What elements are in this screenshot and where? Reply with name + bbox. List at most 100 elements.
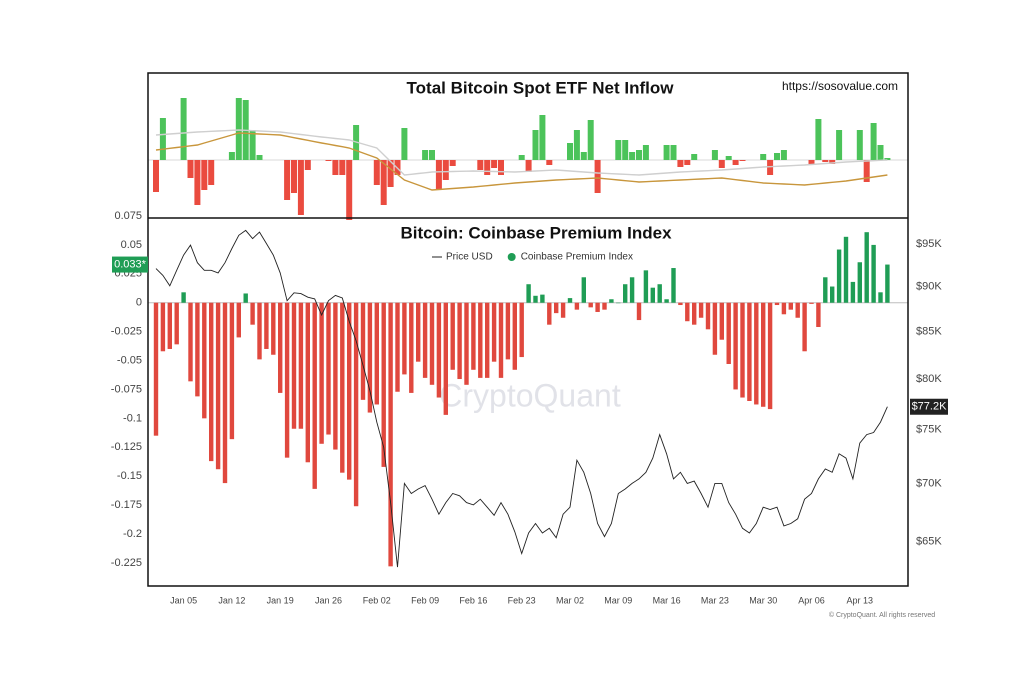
- etf-bar: [373, 160, 380, 185]
- premium-bar: [188, 302, 193, 382]
- etf-bar: [718, 160, 725, 168]
- etf-bar: [532, 130, 539, 160]
- x-tick-label: Mar 23: [701, 595, 729, 605]
- premium-bar: [547, 302, 552, 325]
- premium-bar: [271, 302, 276, 355]
- premium-bar: [519, 302, 524, 358]
- watermark: CryptoQuant: [439, 377, 621, 413]
- premium-bar: [871, 244, 876, 303]
- premium-bar: [719, 302, 724, 340]
- etf-bar: [622, 140, 629, 160]
- average-line: [155, 129, 888, 176]
- premium-bar: [505, 302, 511, 360]
- premium-bar: [781, 302, 787, 315]
- y-tick-label: -0.05: [117, 354, 142, 366]
- etf-bar: [594, 160, 601, 193]
- etf-bar: [518, 155, 525, 160]
- etf-bar: [711, 150, 718, 160]
- etf-bar: [739, 160, 746, 161]
- premium-bar: [291, 302, 297, 429]
- premium-bar: [257, 302, 262, 360]
- premium-bar: [567, 298, 573, 303]
- x-tick-label: Mar 09: [604, 595, 632, 605]
- y-tick-label: -0.125: [111, 441, 142, 453]
- premium-bar: [278, 302, 283, 393]
- etf-bar: [525, 160, 532, 172]
- premium-bar: [498, 302, 504, 378]
- premium-bar: [312, 302, 317, 489]
- premium-bar: [243, 293, 248, 303]
- y-tick-label: 0: [136, 297, 142, 309]
- premium-bar: [671, 268, 676, 303]
- etf-bar: [422, 150, 429, 160]
- etf-bar: [498, 160, 504, 175]
- etf-bar: [822, 160, 829, 162]
- x-tick-label: Apr 06: [798, 595, 825, 605]
- etf-bar: [208, 160, 215, 185]
- etf-bar: [159, 118, 166, 160]
- etf-bar: [180, 98, 187, 160]
- etf-bar: [767, 160, 774, 175]
- premium-bar: [174, 302, 179, 345]
- etf-bar: [491, 160, 498, 168]
- etf-bar: [387, 160, 394, 187]
- premium-bar: [167, 302, 172, 349]
- premium-bar: [554, 302, 559, 314]
- etf-bar: [228, 152, 235, 160]
- premium-bar: [264, 302, 269, 349]
- etf-bar: [677, 160, 684, 167]
- x-tick-label: Feb 09: [411, 595, 439, 605]
- y2-tick-label: $95K: [916, 238, 942, 250]
- etf-bar: [567, 143, 573, 160]
- etf-bar: [663, 145, 670, 160]
- premium-bar: [560, 302, 566, 318]
- etf-bar: [339, 160, 346, 175]
- premium-bar: [664, 299, 669, 303]
- source-url: https://sosovalue.com: [782, 79, 898, 93]
- premium-bar: [767, 302, 773, 410]
- premium-bar: [526, 284, 531, 303]
- premium-bar: [747, 302, 752, 401]
- etf-bar: [284, 160, 291, 200]
- etf-bar: [573, 130, 580, 160]
- premium-bar: [712, 302, 718, 355]
- premium-bar: [422, 302, 428, 378]
- premium-bar: [602, 302, 607, 310]
- premium-bar: [581, 277, 586, 303]
- x-tick-label: Jan 19: [267, 595, 294, 605]
- premium-bar: [416, 302, 421, 362]
- premium-bar: [450, 302, 455, 370]
- etf-bar: [884, 158, 891, 160]
- premium-bar: [836, 249, 842, 303]
- legend-label: Coinbase Premium Index: [521, 252, 633, 263]
- etf-bar: [325, 160, 332, 161]
- etf-title: Total Bitcoin Spot ETF Net Inflow: [407, 78, 675, 97]
- etf-bar: [401, 128, 408, 160]
- etf-bar: [670, 145, 677, 160]
- etf-bar: [429, 150, 435, 160]
- x-tick-label: Feb 02: [363, 595, 391, 605]
- premium-bar: [574, 302, 580, 310]
- premium-bar: [353, 302, 359, 507]
- premium-bar: [761, 302, 766, 407]
- premium-bar: [333, 302, 338, 450]
- premium-bar: [850, 281, 856, 303]
- premium-bar: [367, 302, 373, 413]
- value-badge-label: $77.2K: [912, 401, 948, 413]
- premium-bar: [443, 302, 448, 415]
- premium-bar: [864, 232, 869, 303]
- x-tick-label: Jan 12: [218, 595, 245, 605]
- premium-bar: [464, 302, 469, 385]
- premium-bar: [485, 302, 490, 378]
- premium-bar: [284, 302, 290, 458]
- premium-bar: [636, 302, 642, 321]
- premium-bar: [209, 302, 214, 462]
- premium-bar: [512, 302, 517, 370]
- etf-bar: [780, 150, 787, 160]
- x-tick-label: Mar 02: [556, 595, 584, 605]
- premium-bar: [319, 302, 324, 444]
- etf-bar: [539, 115, 546, 160]
- legend-label: Price USD: [446, 252, 493, 263]
- premium-bar: [457, 302, 462, 380]
- etf-bar: [725, 156, 732, 160]
